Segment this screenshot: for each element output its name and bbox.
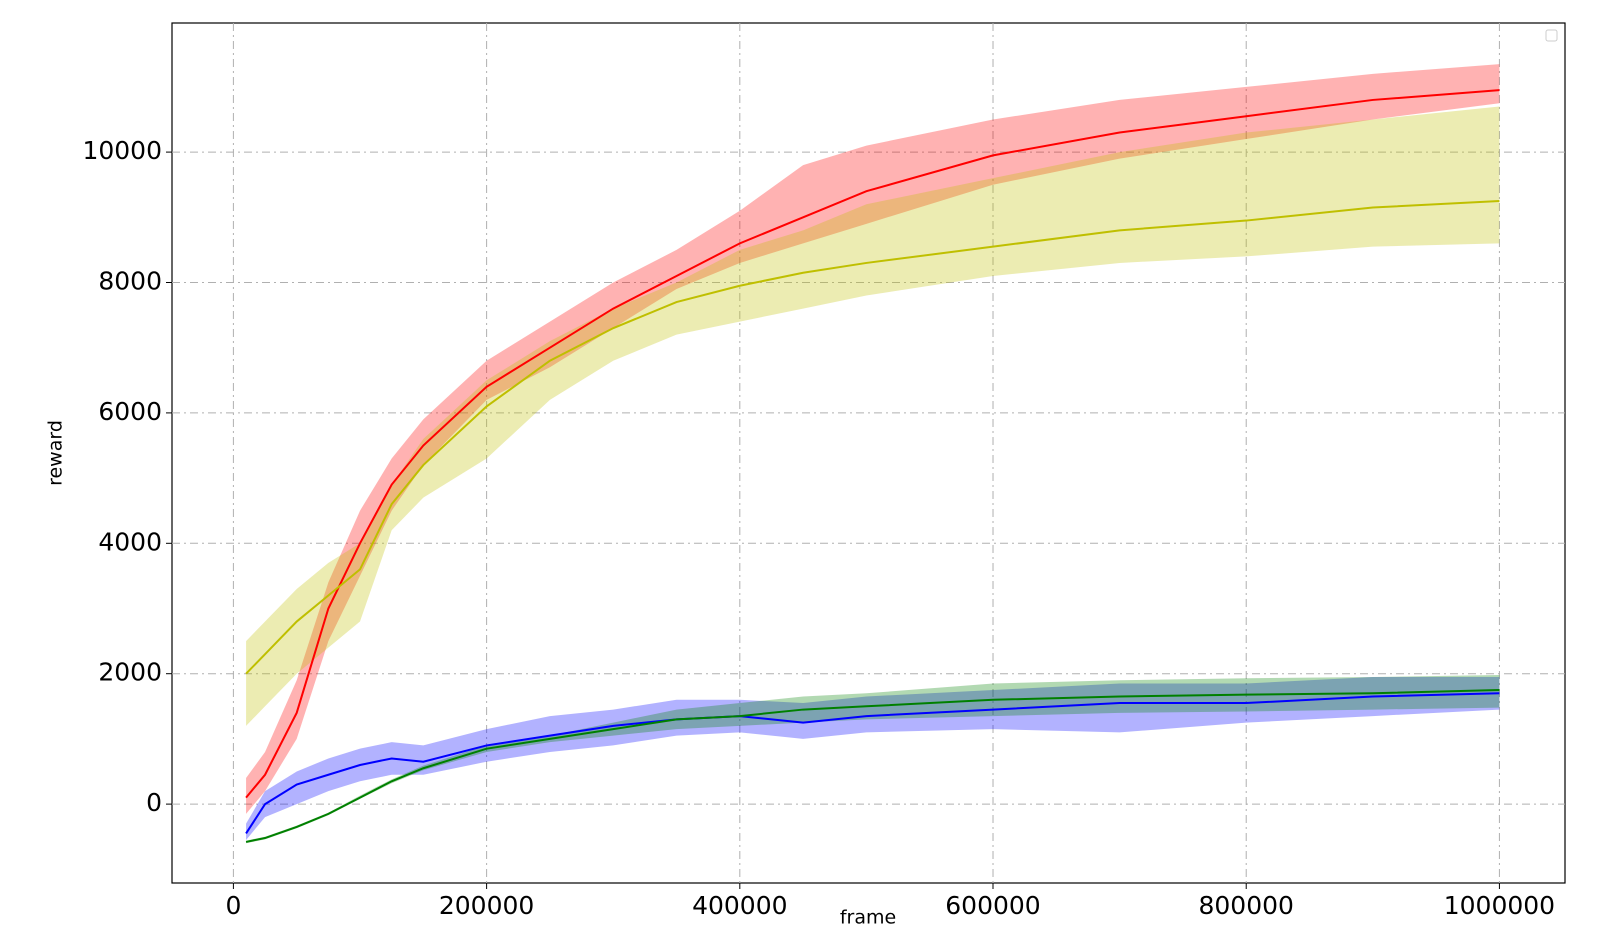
band (246, 676, 1500, 840)
y-axis-label: reward (45, 420, 67, 486)
y-tick-label: 8000 (98, 266, 162, 295)
x-tick-label: 200000 (439, 891, 534, 920)
y-tick-label: 0 (146, 788, 162, 817)
x-tick-label: 600000 (945, 891, 1040, 920)
x-tick-label: 800000 (1198, 891, 1293, 920)
y-tick-label: 10000 (82, 136, 162, 165)
y-tick-label: 6000 (98, 397, 162, 426)
line (245, 89, 1500, 799)
band (246, 675, 1500, 844)
y-tick-label: 4000 (98, 527, 162, 556)
band (246, 106, 1500, 726)
x-tick-label: 1000000 (1444, 891, 1555, 920)
y-tick-label: 2000 (98, 658, 162, 687)
line (245, 689, 1500, 843)
x-tick-label: 0 (225, 891, 241, 920)
band (246, 64, 1500, 814)
line (245, 692, 1500, 834)
line (245, 199, 1500, 675)
plot-frame (171, 22, 1566, 884)
x-axis-label: frame (840, 907, 896, 929)
legend-box (1545, 29, 1558, 42)
x-tick-label: 400000 (692, 891, 787, 920)
